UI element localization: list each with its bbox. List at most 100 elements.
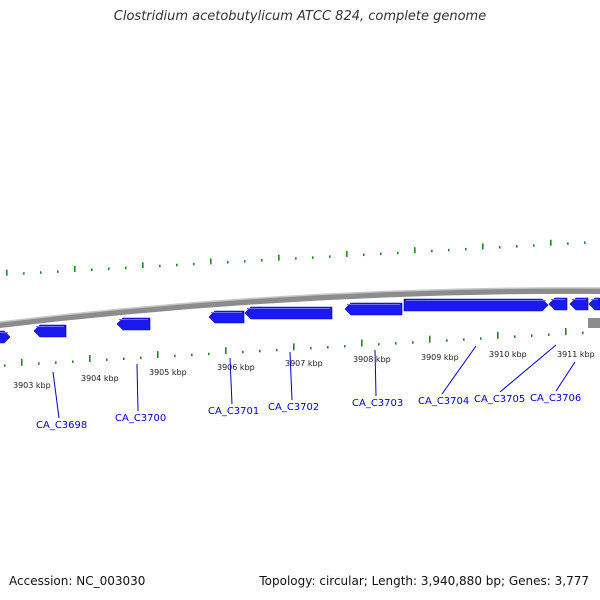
ruler-kbp-label: 3903 kbp [13, 381, 51, 390]
gene-arrow [0, 330, 11, 344]
gene-arrow [116, 317, 151, 331]
ruler-kbp-label: 3906 kbp [217, 363, 255, 372]
gc-tick [4, 364, 6, 367]
gene-label: CA_C3702 [268, 402, 319, 413]
gc-tick [310, 346, 312, 350]
gc-tick [567, 242, 569, 245]
gene-label: CA_C3700 [115, 413, 166, 424]
gc-tick [550, 239, 552, 246]
gc-tick [465, 247, 467, 251]
gene-label: CA_C3698 [36, 420, 87, 431]
gene-arrow [208, 310, 245, 324]
gene-arrow [344, 302, 403, 316]
gc-tick [106, 358, 108, 361]
gc-tick [344, 345, 346, 348]
gene-label-track: CA_C3698 CA_C3700 CA_C3701 CA_C3702 CA_C3703… [36, 344, 581, 431]
gene-leader-line [136, 363, 139, 412]
ruler-track: 3903 kbp 3904 kbp 3905 kbp 3906 kbp 3907 kbp… [13, 350, 595, 390]
gc-tick [261, 259, 263, 262]
gc-tick [380, 252, 382, 256]
gc-tick [293, 343, 295, 351]
gc-tick [278, 254, 280, 261]
gene-label: CA_C3706 [530, 393, 581, 404]
gc-tick [446, 339, 448, 342]
gc-tick [125, 266, 127, 270]
gc-tick [89, 354, 91, 362]
gc-tick [210, 258, 212, 265]
gc-tick [38, 362, 40, 365]
gene-track [0, 297, 600, 344]
gc-tick [499, 246, 501, 249]
accession-text: Accession: NC_003030 [9, 574, 146, 588]
gc-tick [346, 250, 348, 257]
gc-tick [191, 353, 193, 357]
gene-leader-line [52, 371, 60, 419]
gene-leader-line [441, 345, 477, 395]
gc-tick [582, 331, 584, 335]
gc-tick [23, 272, 25, 275]
gc-tick [531, 334, 533, 337]
gene-label: CA_C3705 [474, 394, 525, 405]
ruler-kbp-label: 3905 kbp [149, 368, 187, 377]
gene-arrow [569, 297, 589, 311]
gc-tick [312, 256, 314, 259]
gene-arrow [548, 297, 568, 311]
gc-tick [176, 263, 178, 267]
gene-arrow [244, 306, 333, 320]
gc-tick [74, 265, 76, 272]
ruler-kbp-label: 3911 kbp [557, 350, 595, 359]
genome-backbone [0, 287, 600, 328]
gc-tick [327, 345, 329, 349]
gene-label: CA_C3701 [208, 406, 259, 417]
gc-tick [140, 356, 142, 360]
gc-tick [516, 245, 518, 248]
backbone-arc-highlight [0, 287, 600, 323]
gc-tick [361, 339, 363, 347]
gc-tick [482, 243, 484, 250]
gc-tick [227, 261, 229, 264]
gc-tick [548, 333, 550, 336]
gc-tick [6, 269, 8, 276]
gc-tick [40, 271, 42, 274]
gc-tick [533, 244, 535, 247]
gc-content-track [4, 239, 586, 367]
gc-tick [57, 270, 59, 273]
gc-tick [480, 337, 482, 340]
backbone-end-block [588, 318, 600, 328]
gene-arrow [588, 297, 600, 311]
map-title: Clostridium acetobutylicum ATCC 824, com… [113, 9, 487, 24]
gc-tick [431, 249, 433, 253]
gc-tick [276, 348, 278, 352]
gc-tick [363, 253, 365, 257]
gc-tick [225, 347, 227, 355]
gc-tick [72, 360, 74, 363]
gc-tick [378, 343, 380, 346]
gc-tick [565, 327, 567, 335]
gc-tick [584, 241, 586, 244]
gc-tick [157, 351, 159, 359]
gc-tick [463, 338, 465, 341]
gene-label: CA_C3703 [352, 398, 403, 409]
gc-tick [395, 342, 397, 345]
gc-tick [174, 354, 176, 358]
gc-tick [242, 350, 244, 354]
gc-tick [208, 352, 210, 356]
gc-tick [142, 262, 144, 269]
ruler-kbp-label: 3904 kbp [81, 374, 119, 383]
genome-stats-text: Topology: circular; Length: 3,940,880 bp… [259, 574, 589, 588]
gc-tick [329, 255, 331, 258]
ruler-kbp-label: 3907 kbp [285, 359, 323, 368]
gene-label: CA_C3704 [418, 396, 469, 407]
gc-tick [397, 251, 399, 255]
gc-tick [91, 268, 93, 271]
ruler-kbp-label: 3908 kbp [353, 355, 391, 364]
gene-leader-line [374, 349, 377, 397]
gene-arrow [403, 298, 549, 312]
gc-tick [55, 361, 57, 364]
gc-tick [497, 331, 499, 339]
gc-tick [514, 335, 516, 338]
gc-tick [448, 248, 450, 252]
gene-leader-line [289, 351, 293, 401]
ruler-kbp-label: 3909 kbp [421, 353, 459, 362]
